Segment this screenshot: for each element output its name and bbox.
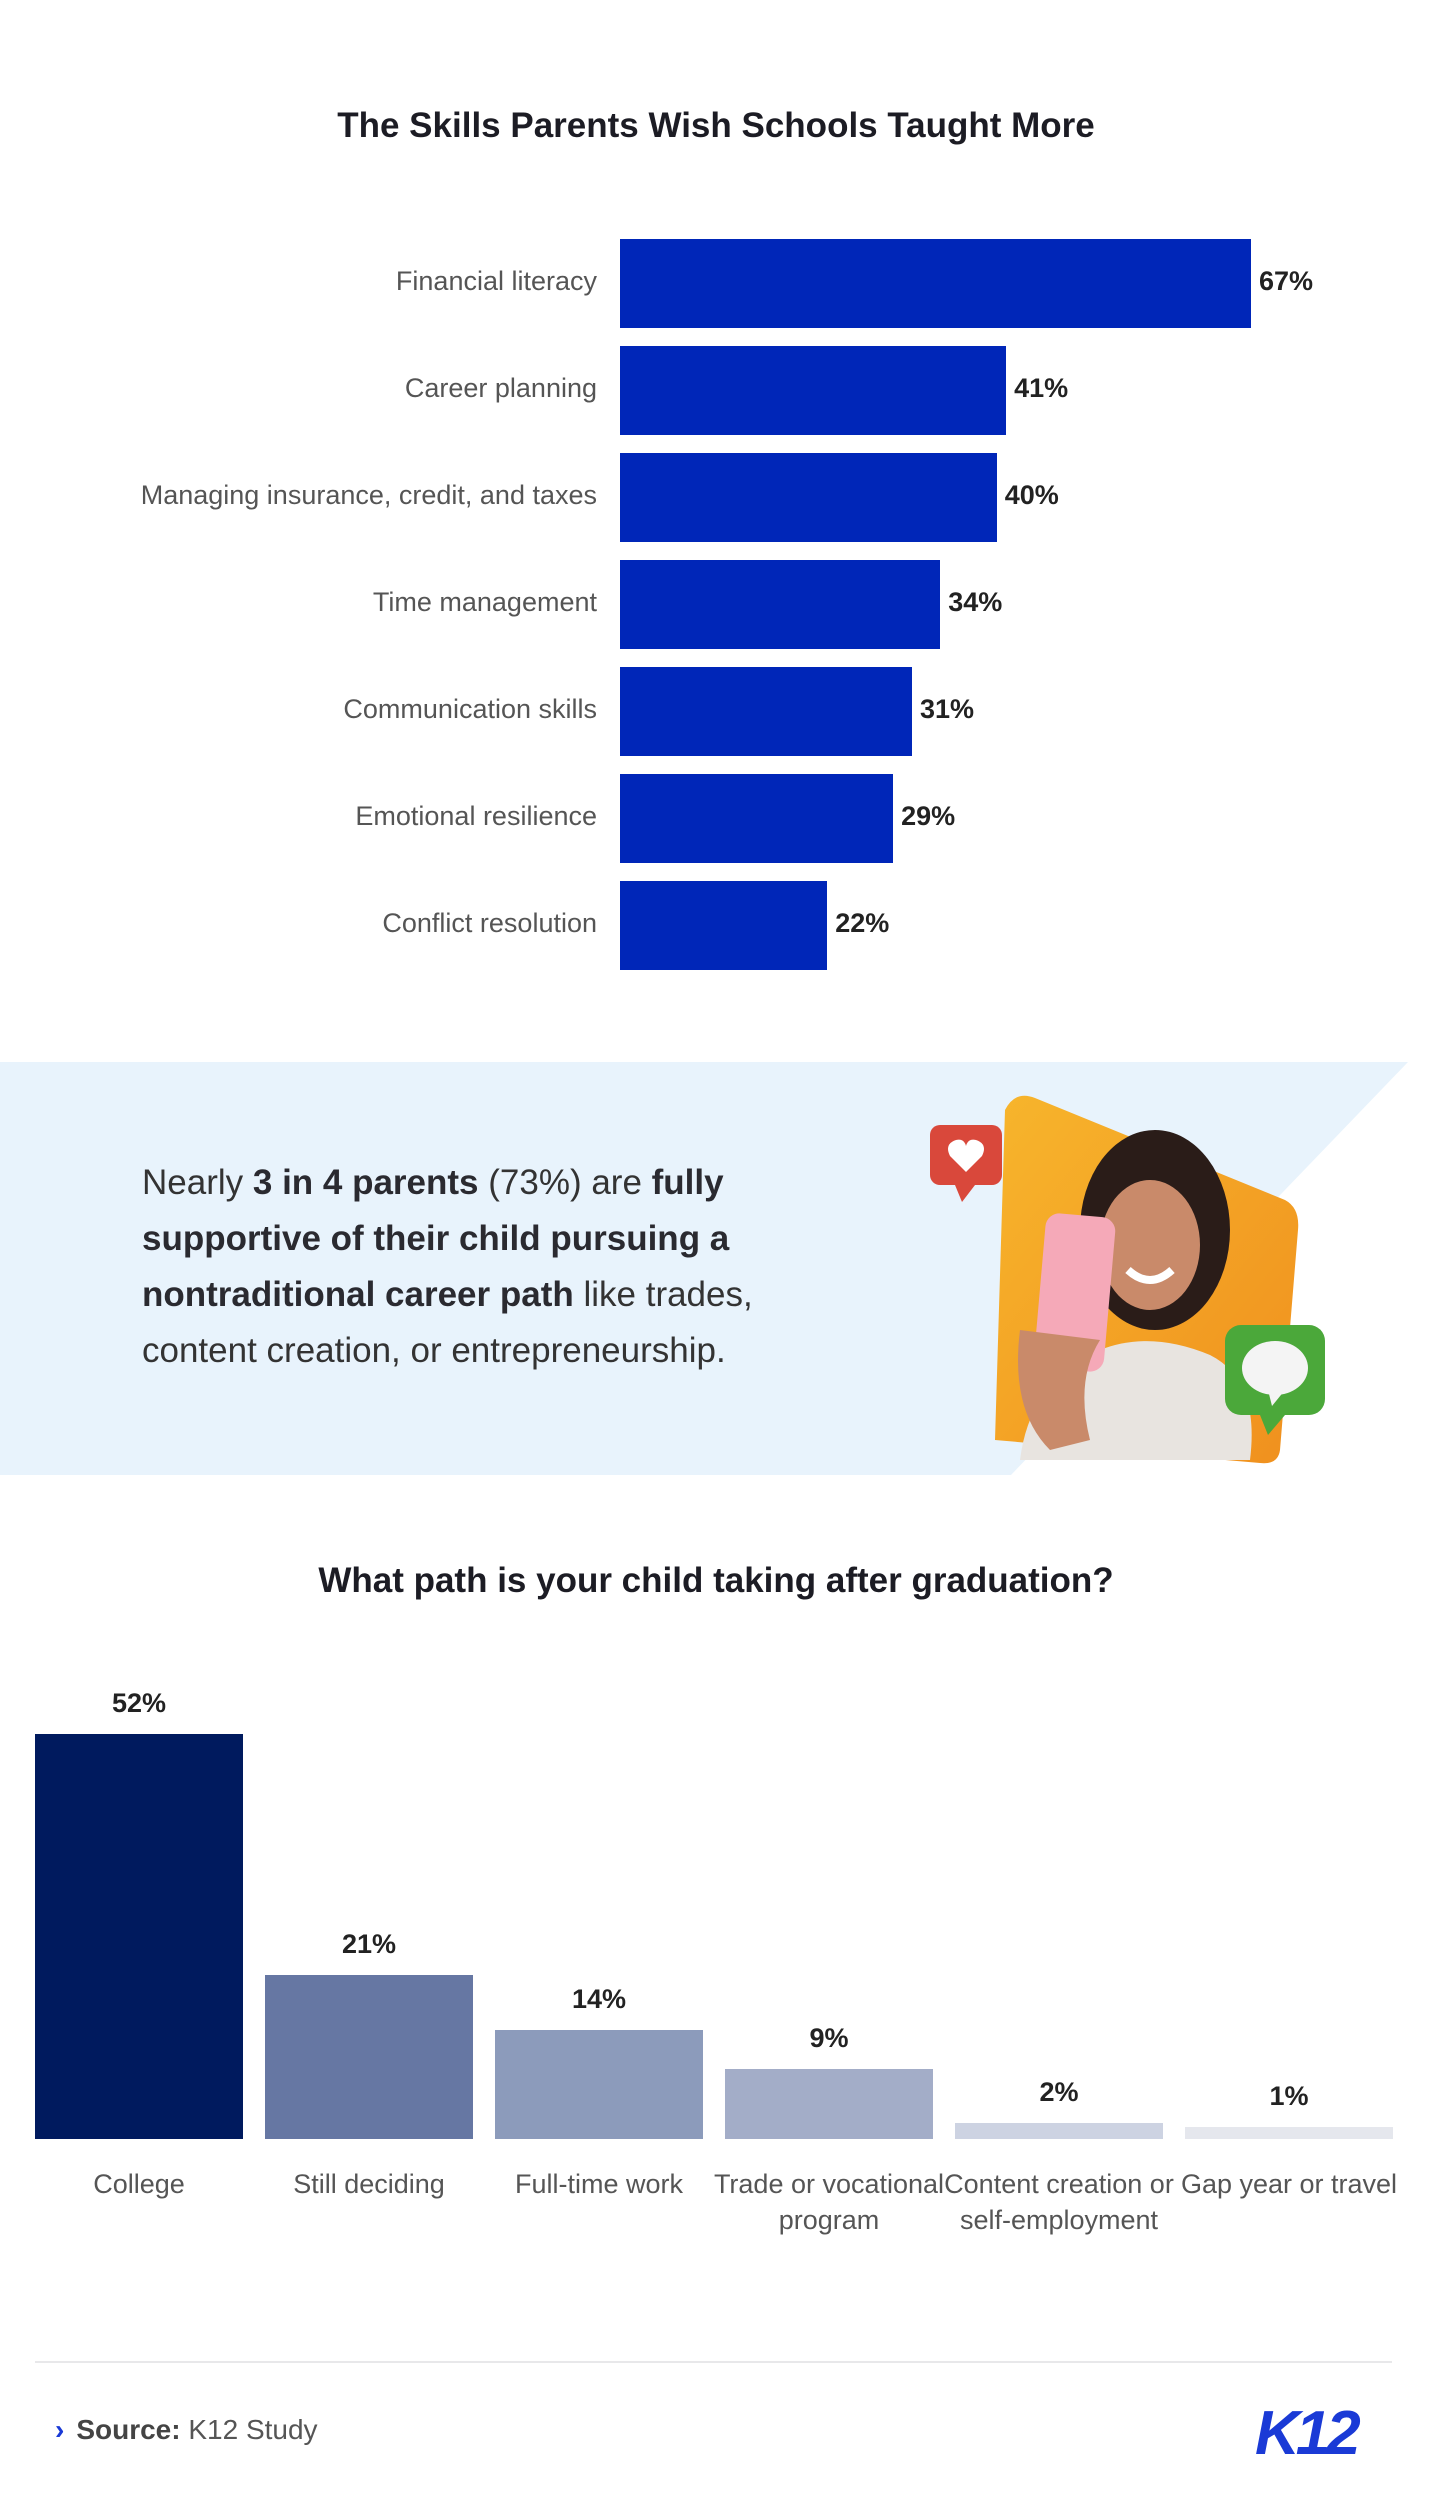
person-face	[1100, 1180, 1200, 1310]
bar	[620, 667, 912, 756]
bar-label: Emotional resilience	[355, 801, 597, 831]
footer-divider	[35, 2361, 1392, 2363]
bar	[35, 1734, 243, 2139]
bar	[955, 2123, 1163, 2139]
source-value: K12 Study	[180, 2414, 318, 2445]
heart-bubble-icon	[930, 1125, 1002, 1202]
bar-label: Financial literacy	[395, 266, 597, 296]
bar-value-label: 2%	[1039, 2077, 1079, 2108]
chevron-right-icon: ›	[55, 2414, 65, 2445]
phone-icon	[1034, 1213, 1116, 1372]
person-arm	[1018, 1330, 1100, 1450]
bar	[620, 453, 997, 542]
bar	[620, 881, 828, 970]
category-label: Full-time work	[514, 2169, 683, 2199]
category-label: Trade or vocational program	[713, 2169, 945, 2235]
source-label: Source:	[76, 2414, 181, 2445]
bar-value-label: 1%	[1269, 2081, 1309, 2111]
bar-value-label: 41%	[1014, 373, 1069, 403]
category-label: College	[93, 2169, 185, 2199]
k12-logo: K12	[1255, 2399, 1361, 2468]
bar-label: Career planning	[404, 373, 597, 403]
bar-value-label: 21%	[341, 1929, 397, 1960]
bar-value-label: 14%	[571, 1983, 627, 2014]
bar-label: Conflict resolution	[382, 908, 597, 938]
category-label: Still deciding	[293, 2169, 445, 2199]
bar-label: Time management	[372, 587, 597, 617]
callout-t3: like trades, content creation, or entrep…	[142, 1275, 753, 1370]
bar	[620, 239, 1251, 328]
callout-text: Nearly 3 in 4 parents (73%) are fully su…	[142, 1155, 862, 1379]
selfie-illustration	[930, 1095, 1325, 1464]
bar-label: Communication skills	[343, 694, 597, 724]
bar	[1185, 2127, 1393, 2139]
bar-value-label: 67%	[1259, 266, 1314, 296]
chat-bubble-icon	[1225, 1325, 1325, 1435]
bar-value-label: 31%	[919, 694, 974, 724]
bar-value-label: 34%	[948, 587, 1003, 617]
bar-value-label: 29%	[901, 801, 956, 831]
bar	[620, 774, 894, 863]
source-note: › Source: K12 Study	[55, 2414, 318, 2446]
bar-label: Managing insurance, credit, and taxes	[140, 480, 597, 510]
callout-t1: Nearly	[142, 1163, 253, 1202]
chart1-title: The Skills Parents Wish Schools Taught M…	[337, 106, 1095, 145]
bar-value-label: 9%	[809, 2022, 849, 2053]
bar	[620, 346, 1007, 435]
bar-value-label: 22%	[835, 908, 890, 938]
chart2-title: What path is your child taking after gra…	[318, 1561, 1114, 1600]
bar	[265, 1975, 473, 2139]
callout-bold-2: fully supportive of their child pursuing…	[142, 1163, 730, 1314]
bar	[725, 2068, 933, 2139]
bar	[495, 2029, 703, 2139]
bar-value-label: 40%	[1004, 480, 1059, 510]
person-smile	[1125, 1266, 1175, 1284]
callout-bold-1: 3 in 4 parents	[252, 1163, 479, 1202]
callout-t2: (73%) are	[478, 1163, 652, 1202]
bar-value-label: 52%	[111, 1688, 167, 1718]
category-label: Content creation or self-employment	[944, 2169, 1174, 2235]
bar	[620, 560, 941, 649]
category-label: Gap year or travel	[1180, 2169, 1398, 2199]
